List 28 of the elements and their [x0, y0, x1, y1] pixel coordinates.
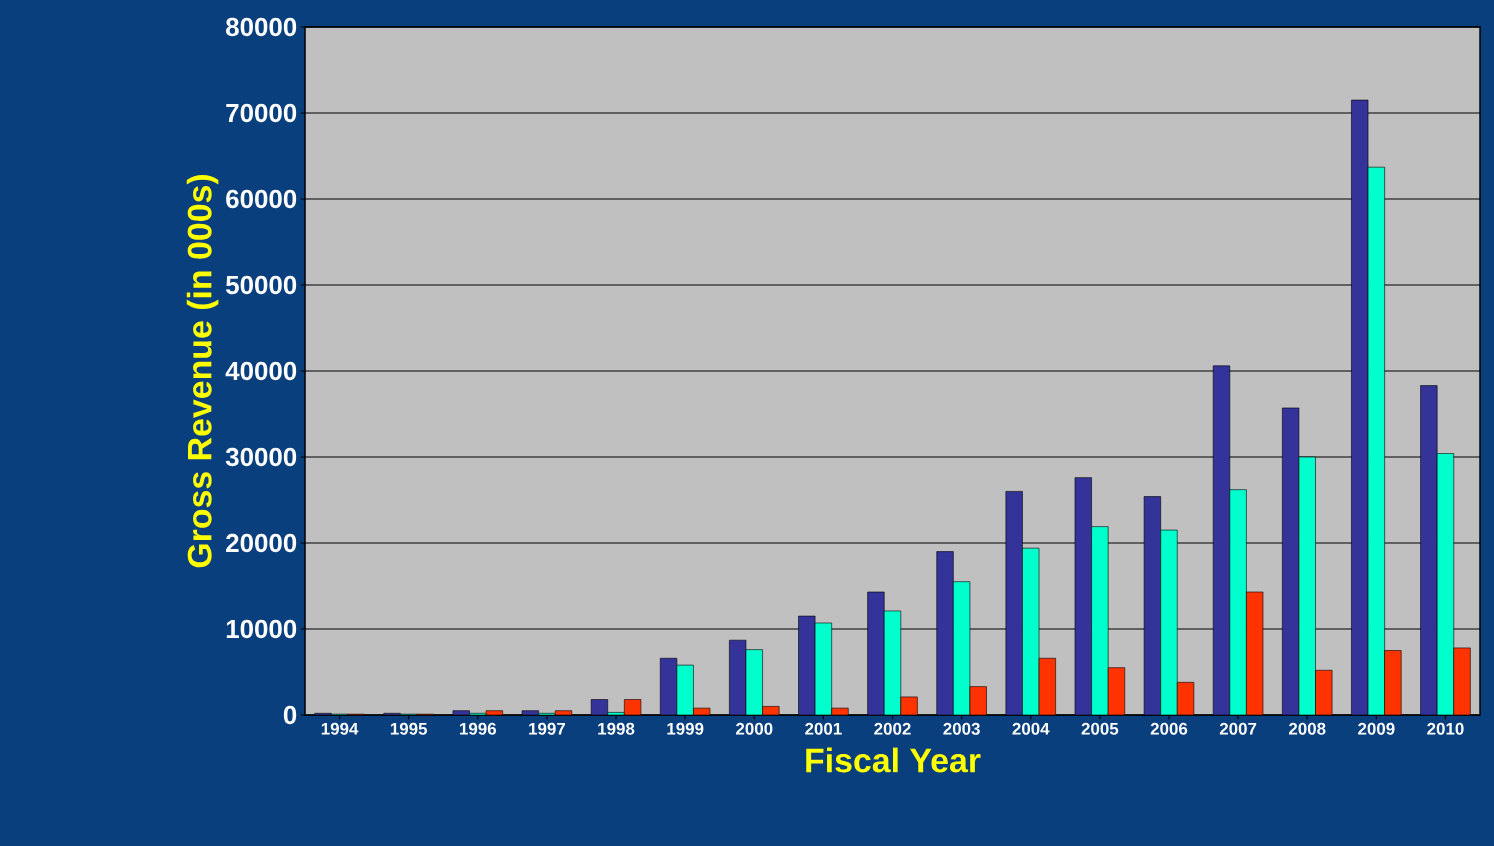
y-tick-label: 40000 — [225, 361, 297, 381]
x-tick-label: 2003 — [943, 722, 980, 735]
y-tick-label: 60000 — [226, 189, 297, 209]
y-tick-label: 30000 — [225, 447, 297, 467]
x-tick-label: 1996 — [460, 722, 497, 735]
x-tick-label: 1999 — [667, 722, 704, 735]
x-tick-label: 1997 — [529, 722, 565, 735]
x-tick-label: 2007 — [1219, 722, 1257, 735]
x-tick-label: 2001 — [805, 722, 842, 735]
x-tick-label: 1998 — [598, 722, 635, 735]
x-tick-label: 1994 — [321, 722, 359, 735]
y-tick-label: 50000 — [226, 275, 297, 295]
x-tick-label: 2008 — [1288, 722, 1326, 735]
x-tick-label: 2010 — [1427, 722, 1464, 735]
x-tick-label: 2004 — [1012, 722, 1050, 735]
y-tick-label: 70000 — [226, 103, 297, 123]
x-tick-label: 2000 — [736, 722, 773, 735]
y-axis-title: Gross Revenue (in 000s) — [186, 175, 219, 568]
y-tick-label: 10000 — [226, 619, 297, 639]
x-tick-label: 2005 — [1081, 722, 1119, 735]
x-tick-label: 1995 — [390, 722, 428, 735]
x-tick-label: 2002 — [874, 722, 911, 735]
y-tick-label: 0 — [283, 705, 297, 725]
x-tick-label: 2006 — [1150, 722, 1188, 735]
x-tick-label: 2009 — [1358, 722, 1395, 735]
y-tick-label: 20000 — [226, 533, 297, 553]
y-tick-label: 80000 — [226, 17, 297, 37]
x-axis-title: Fiscal Year — [806, 747, 981, 773]
